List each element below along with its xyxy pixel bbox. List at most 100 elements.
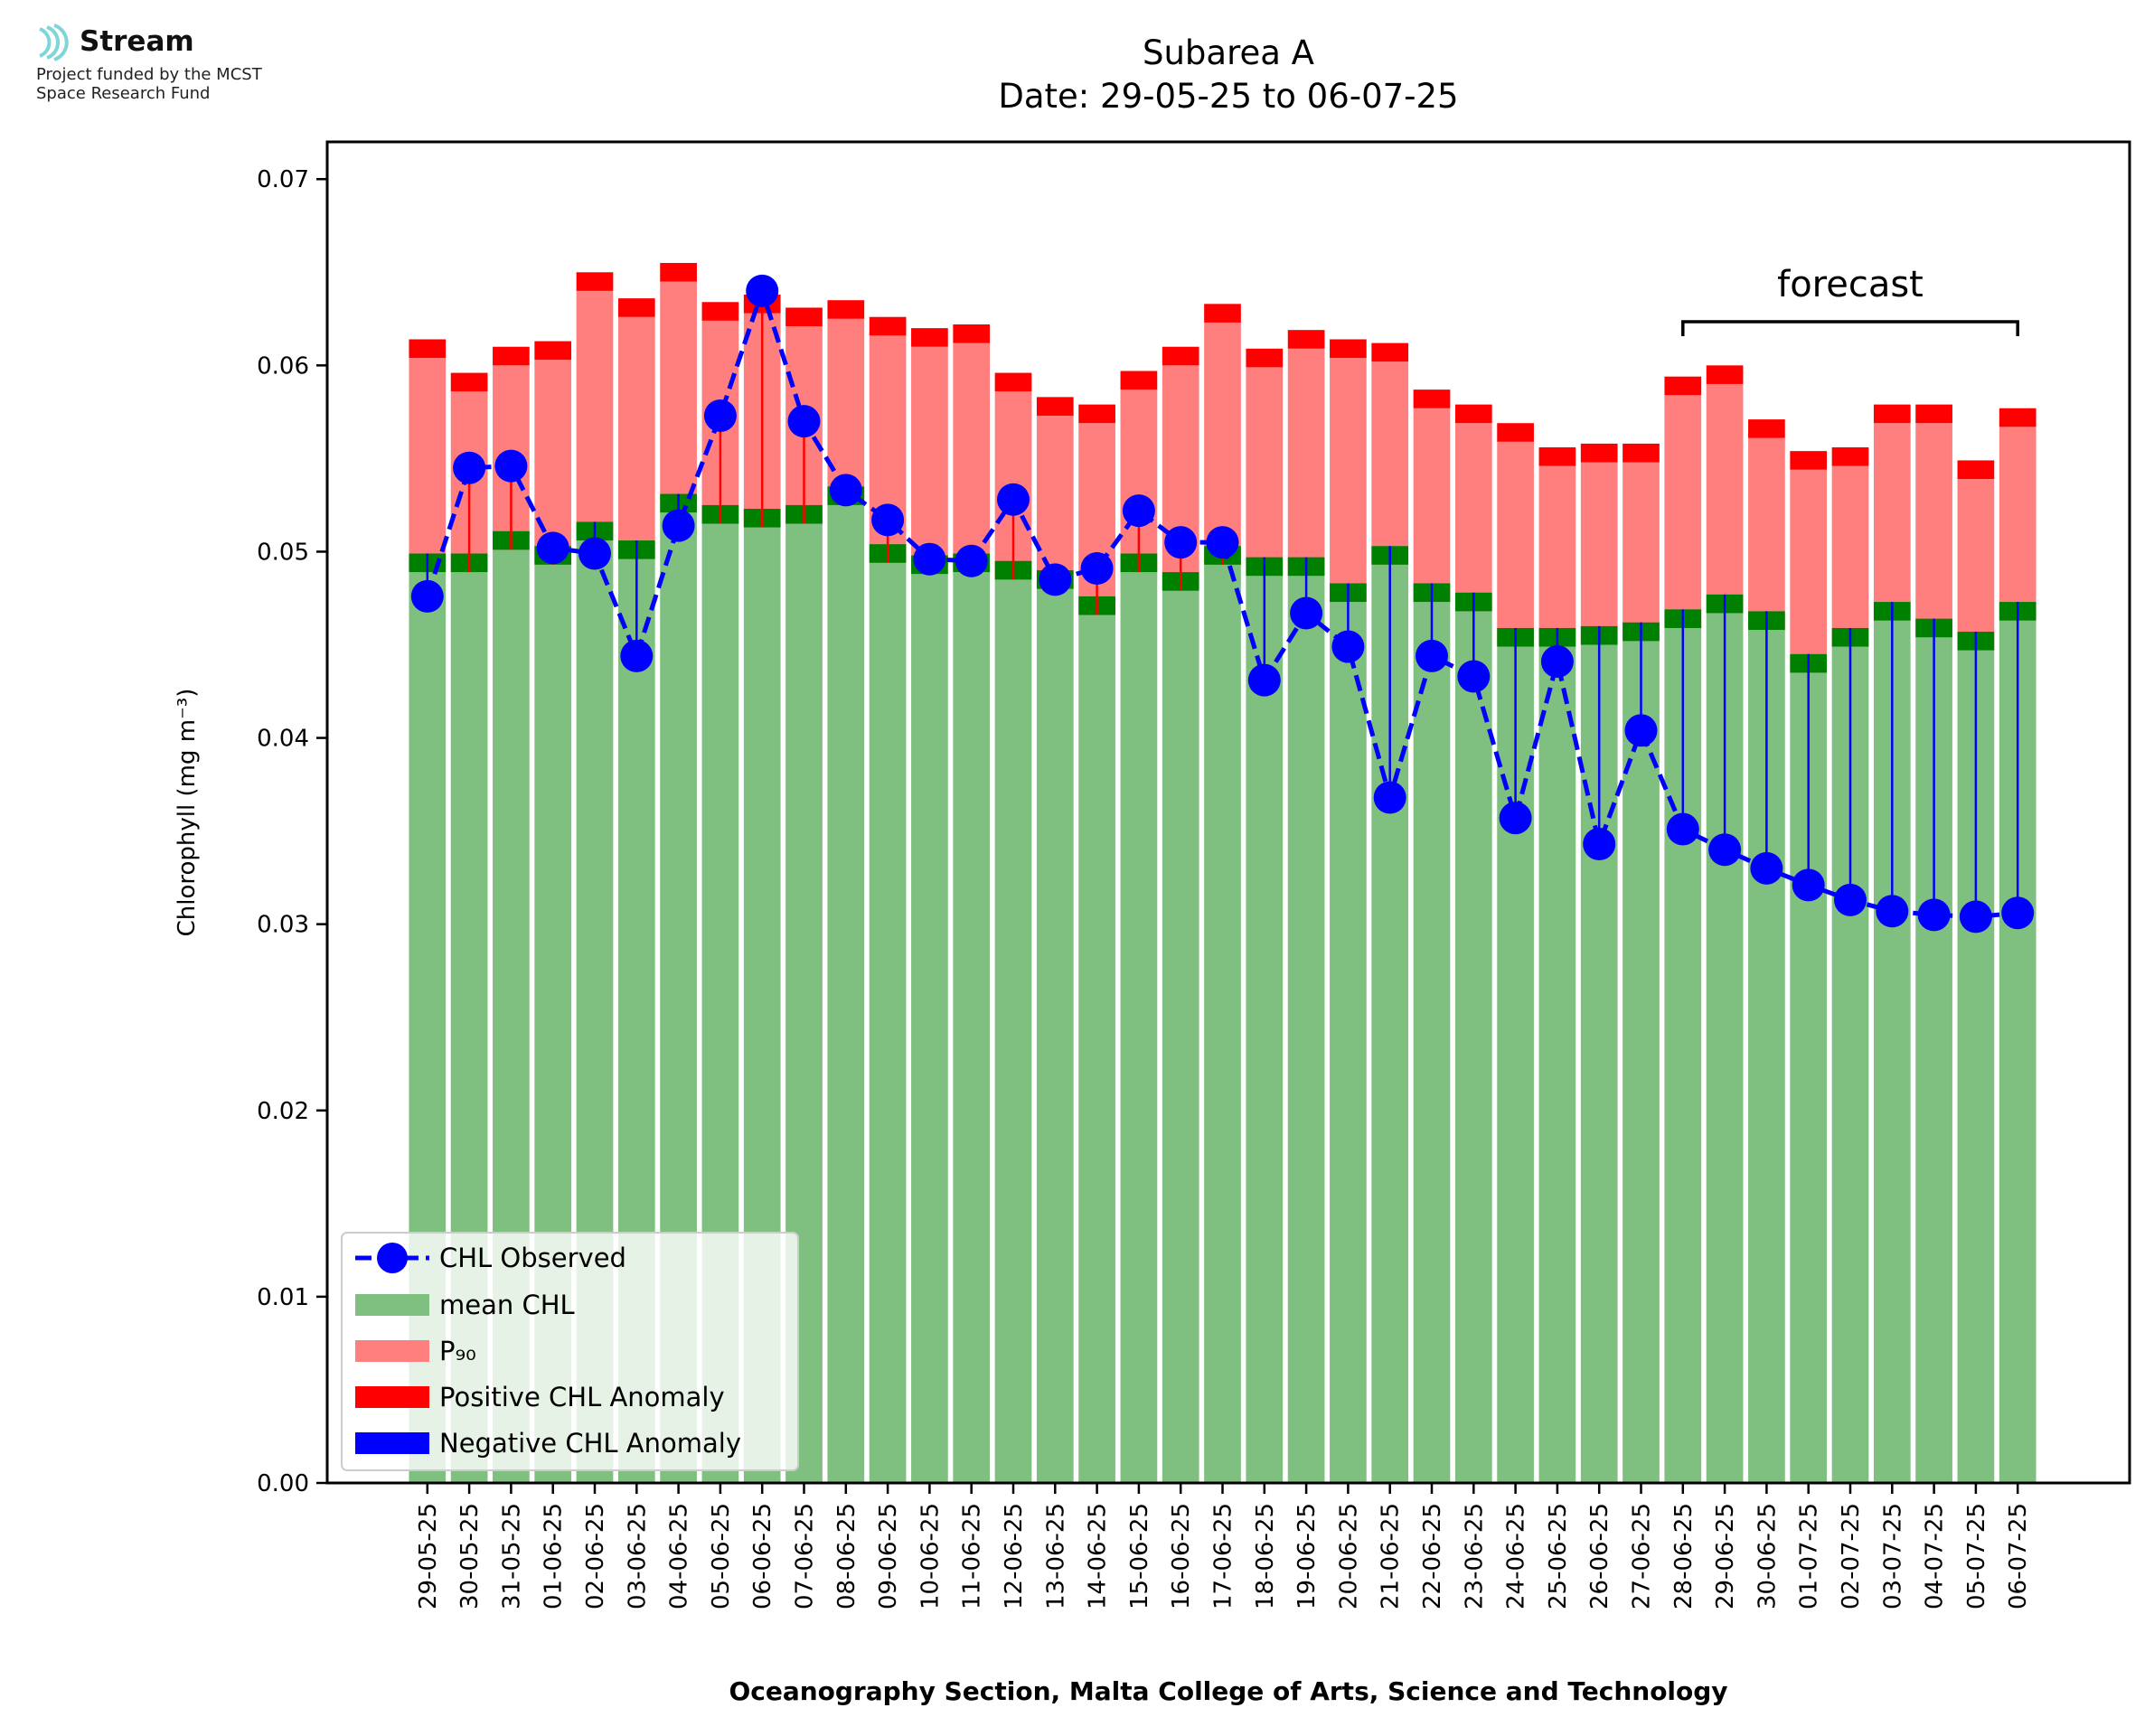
chl-observed-point <box>2001 896 2035 930</box>
chl-observed-point <box>1834 883 1867 916</box>
p90-band <box>994 372 1032 392</box>
x-tick-label: 20-06-25 <box>1335 1503 1362 1609</box>
x-tick-label: 15-06-25 <box>1126 1503 1153 1609</box>
x-tick-label: 30-06-25 <box>1754 1503 1781 1609</box>
chl-observed-point <box>997 483 1030 516</box>
p90-band <box>701 302 739 321</box>
chl-observed-point <box>1039 563 1072 596</box>
mean-chl-bar <box>1078 615 1115 1483</box>
forecast-bracket <box>1681 320 2019 336</box>
mean-chl-bar <box>1538 646 1576 1483</box>
p90-band <box>911 328 948 347</box>
p90-band <box>1204 304 1241 323</box>
x-axis-label: Oceanography Section, Malta College of A… <box>729 1676 1727 1706</box>
mean-chl-bar <box>1246 576 1284 1483</box>
legend-label: mean CHL <box>439 1290 575 1320</box>
p90-bar <box>534 360 572 565</box>
p90-band <box>1246 348 1284 368</box>
plot-frame <box>325 140 2131 1485</box>
stream-logo: Stream Project funded by the MCST Space … <box>34 22 262 103</box>
legend-swatch <box>355 1294 429 1316</box>
chl-observed-line <box>425 283 2018 919</box>
legend-swatch <box>355 1386 429 1408</box>
x-tick-label: 05-07-25 <box>1963 1503 1990 1609</box>
chl-observed-point <box>1876 895 1909 928</box>
chl-observed-point <box>871 503 905 537</box>
x-tick-label: 17-06-25 <box>1210 1503 1237 1609</box>
legend-label: P₉₀ <box>439 1336 476 1366</box>
x-tick-label: 12-06-25 <box>1001 1503 1028 1609</box>
p90-band <box>1831 447 1869 466</box>
funding-text: Project funded by the MCST Space Researc… <box>36 65 262 103</box>
p90-bar <box>1036 415 1074 589</box>
chl-observed-point <box>1666 812 1699 846</box>
p90-bar <box>1915 423 1952 638</box>
x-tick-label: 22-06-25 <box>1419 1503 1446 1609</box>
chl-observed-point <box>787 405 821 438</box>
chl-observed-point <box>494 449 528 483</box>
p90-band <box>953 324 991 343</box>
chl-observed-point <box>1583 828 1616 861</box>
p90-bar <box>1790 469 1828 673</box>
legend-label: CHL Observed <box>439 1243 626 1273</box>
p90-bar <box>1706 383 1744 614</box>
x-tick-label: 13-06-25 <box>1042 1503 1069 1609</box>
p90-band <box>1120 371 1158 390</box>
p90-band <box>1623 443 1660 463</box>
mean-chl-bar <box>953 572 991 1483</box>
chl-observed-point <box>410 579 444 613</box>
chl-observed-point <box>578 537 611 570</box>
chl-observed-point <box>662 509 695 542</box>
funding-line-1: Project funded by the MCST <box>36 65 262 84</box>
p90-bar <box>911 346 948 575</box>
p90-band <box>1413 389 1451 408</box>
x-tick-label: 27-06-25 <box>1629 1503 1656 1609</box>
p90-bar <box>660 281 697 513</box>
p90-bar <box>1413 408 1451 603</box>
p90-bar <box>576 290 614 541</box>
chl-observed-point <box>1373 781 1406 814</box>
p90-bar <box>1287 348 1325 577</box>
x-tick-label: 01-07-25 <box>1796 1503 1823 1609</box>
p90-band <box>1664 376 1702 396</box>
chl-observed-point <box>1290 596 1323 630</box>
forecast-label: forecast <box>1777 264 1924 305</box>
y-tick-label: 0.01 <box>257 1284 309 1311</box>
p90-band <box>1330 339 1367 359</box>
x-tick-label: 04-06-25 <box>666 1503 693 1609</box>
x-tick-label: 18-06-25 <box>1252 1503 1279 1609</box>
mean-chl-bar <box>1036 588 1074 1483</box>
legend-label: Negative CHL Anomaly <box>439 1428 741 1459</box>
chl-observed-point <box>620 639 654 672</box>
x-tick-label: 28-06-25 <box>1670 1503 1698 1609</box>
mean-chl-bar <box>1287 576 1325 1483</box>
x-tick-label: 05-06-25 <box>708 1503 735 1609</box>
chl-observed-point <box>1122 494 1155 528</box>
x-tick-label: 19-06-25 <box>1293 1503 1321 1609</box>
p90-band <box>1538 447 1576 466</box>
mean-chl-bar <box>1204 564 1241 1483</box>
p90-bar <box>1538 465 1576 647</box>
chl-observed-point <box>1080 551 1114 585</box>
x-tick-label: 30-05-25 <box>456 1503 484 1609</box>
p90-bar <box>1748 437 1785 631</box>
x-tick-label: 29-05-25 <box>415 1503 442 1609</box>
p90-bar <box>1623 462 1660 642</box>
p90-band <box>450 372 488 392</box>
p90-bar <box>1873 423 1911 621</box>
x-tick-label: 10-06-25 <box>917 1503 944 1609</box>
x-tick-label: 06-07-25 <box>2005 1503 2032 1609</box>
p90-band <box>869 316 907 336</box>
p90-band <box>409 339 447 359</box>
y-tick-label: 0.02 <box>257 1098 309 1125</box>
y-tick-label: 0.06 <box>257 352 309 380</box>
mean-chl-bar <box>827 504 865 1483</box>
p90-band <box>785 307 823 327</box>
p90-bar <box>617 316 655 559</box>
p90-band <box>493 346 530 366</box>
x-tick-label: 08-06-25 <box>833 1503 861 1609</box>
p90-band <box>576 272 614 291</box>
chl-observed-point <box>703 399 737 432</box>
p90-bar <box>1957 479 1995 651</box>
